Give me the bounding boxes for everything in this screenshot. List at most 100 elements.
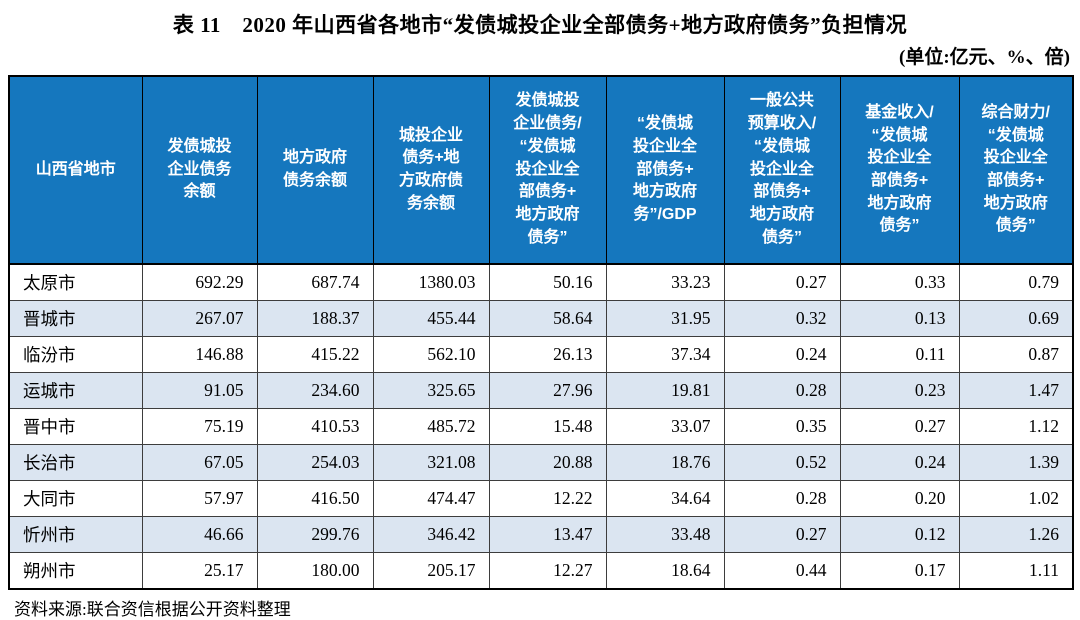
city-cell: 忻州市 — [8, 516, 143, 553]
column-header-region: 山西省地市 — [8, 75, 143, 265]
value-cell: 25.17 — [141, 552, 258, 590]
value-cell: 0.24 — [723, 336, 841, 373]
value-cell: 18.64 — [605, 552, 725, 590]
value-cell: 19.81 — [605, 372, 725, 409]
value-cell: 146.88 — [141, 336, 258, 373]
value-cell: 0.27 — [723, 516, 841, 553]
table-row: 运城市 91.05 234.60 325.65 27.96 19.81 0.28… — [8, 372, 1074, 409]
value-cell: 75.19 — [141, 408, 258, 445]
table-row: 临汾市 146.88 415.22 562.10 26.13 37.34 0.2… — [8, 336, 1074, 373]
value-cell: 254.03 — [256, 444, 374, 481]
city-cell: 晋中市 — [8, 408, 143, 445]
value-cell: 205.17 — [372, 552, 490, 590]
value-cell: 455.44 — [372, 300, 490, 337]
value-cell: 31.95 — [605, 300, 725, 337]
table-body: 太原市 692.29 687.74 1380.03 50.16 33.23 0.… — [8, 263, 1074, 590]
value-cell: 687.74 — [256, 263, 374, 301]
value-cell: 20.88 — [488, 444, 607, 481]
value-cell: 562.10 — [372, 336, 490, 373]
value-cell: 180.00 — [256, 552, 374, 590]
value-cell: 0.69 — [958, 300, 1074, 337]
column-header-lgfv-ratio: 发债城投 企业债务/ “发债城 投企业全 部债务+ 地方政府 债务” — [488, 75, 607, 265]
value-cell: 12.22 — [488, 480, 607, 517]
value-cell: 0.32 — [723, 300, 841, 337]
table-header: 山西省地市 发债城投 企业债务 余额 地方政府 债务余额 城投企业 债务+地 方… — [8, 75, 1074, 265]
value-cell: 1.12 — [958, 408, 1074, 445]
value-cell: 18.76 — [605, 444, 725, 481]
value-cell: 0.28 — [723, 372, 841, 409]
value-cell: 267.07 — [141, 300, 258, 337]
value-cell: 485.72 — [372, 408, 490, 445]
value-cell: 58.64 — [488, 300, 607, 337]
value-cell: 0.35 — [723, 408, 841, 445]
column-header-debt-gdp: “发债城 投企业全 部债务+ 地方政府 务”/GDP — [605, 75, 725, 265]
value-cell: 410.53 — [256, 408, 374, 445]
value-cell: 0.27 — [723, 263, 841, 301]
value-cell: 0.87 — [958, 336, 1074, 373]
column-header-lgfv-debt: 发债城投 企业债务 余额 — [141, 75, 258, 265]
city-cell: 大同市 — [8, 480, 143, 517]
value-cell: 0.11 — [839, 336, 960, 373]
table-row: 晋城市 267.07 188.37 455.44 58.64 31.95 0.3… — [8, 300, 1074, 337]
value-cell: 692.29 — [141, 263, 258, 301]
value-cell: 27.96 — [488, 372, 607, 409]
value-cell: 91.05 — [141, 372, 258, 409]
value-cell: 37.34 — [605, 336, 725, 373]
city-cell: 朔州市 — [8, 552, 143, 590]
value-cell: 57.97 — [141, 480, 258, 517]
value-cell: 33.07 — [605, 408, 725, 445]
value-cell: 346.42 — [372, 516, 490, 553]
city-cell: 晋城市 — [8, 300, 143, 337]
value-cell: 321.08 — [372, 444, 490, 481]
value-cell: 188.37 — [256, 300, 374, 337]
value-cell: 299.76 — [256, 516, 374, 553]
column-header-gov-debt: 地方政府 债务余额 — [256, 75, 374, 265]
unit-note: (单位:亿元、%、倍) — [899, 47, 1070, 68]
value-cell: 1.11 — [958, 552, 1074, 590]
value-cell: 34.64 — [605, 480, 725, 517]
value-cell: 474.47 — [372, 480, 490, 517]
value-cell: 325.65 — [372, 372, 490, 409]
value-cell: 0.28 — [723, 480, 841, 517]
table-row: 朔州市 25.17 180.00 205.17 12.27 18.64 0.44… — [8, 552, 1074, 590]
value-cell: 15.48 — [488, 408, 607, 445]
city-cell: 太原市 — [8, 263, 143, 301]
column-header-fiscal-ratio: 综合财力/ “发债城 投企业全 部债务+ 地方政府 债务” — [958, 75, 1074, 265]
value-cell: 1.26 — [958, 516, 1074, 553]
header-row: 山西省地市 发债城投 企业债务 余额 地方政府 债务余额 城投企业 债务+地 方… — [8, 75, 1074, 265]
column-header-budget-ratio: 一般公共 预算收入/ “发债城 投企业全 部债务+ 地方政府 债务” — [723, 75, 841, 265]
value-cell: 1.47 — [958, 372, 1074, 409]
table-title: 表 11 2020 年山西省各地市“发债城投企业全部债务+地方政府债务”负担情况 — [172, 13, 908, 37]
value-cell: 416.50 — [256, 480, 374, 517]
debt-burden-table: 山西省地市 发债城投 企业债务 余额 地方政府 债务余额 城投企业 债务+地 方… — [8, 75, 1074, 590]
value-cell: 46.66 — [141, 516, 258, 553]
value-cell: 0.33 — [839, 263, 960, 301]
value-cell: 0.27 — [839, 408, 960, 445]
value-cell: 12.27 — [488, 552, 607, 590]
value-cell: 0.24 — [839, 444, 960, 481]
city-cell: 长治市 — [8, 444, 143, 481]
city-cell: 临汾市 — [8, 336, 143, 373]
table-row: 长治市 67.05 254.03 321.08 20.88 18.76 0.52… — [8, 444, 1074, 481]
value-cell: 234.60 — [256, 372, 374, 409]
value-cell: 1.39 — [958, 444, 1074, 481]
column-header-fund-ratio: 基金收入/ “发债城 投企业全 部债务+ 地方政府 债务” — [839, 75, 960, 265]
city-cell: 运城市 — [8, 372, 143, 409]
value-cell: 13.47 — [488, 516, 607, 553]
value-cell: 1380.03 — [372, 263, 490, 301]
value-cell: 0.20 — [839, 480, 960, 517]
value-cell: 33.48 — [605, 516, 725, 553]
table-row: 忻州市 46.66 299.76 346.42 13.47 33.48 0.27… — [8, 516, 1074, 553]
value-cell: 33.23 — [605, 263, 725, 301]
value-cell: 0.23 — [839, 372, 960, 409]
value-cell: 0.52 — [723, 444, 841, 481]
value-cell: 415.22 — [256, 336, 374, 373]
value-cell: 67.05 — [141, 444, 258, 481]
value-cell: 1.02 — [958, 480, 1074, 517]
value-cell: 50.16 — [488, 263, 607, 301]
table-row: 大同市 57.97 416.50 474.47 12.22 34.64 0.28… — [8, 480, 1074, 517]
value-cell: 26.13 — [488, 336, 607, 373]
value-cell: 0.17 — [839, 552, 960, 590]
table-row: 太原市 692.29 687.74 1380.03 50.16 33.23 0.… — [8, 263, 1074, 301]
